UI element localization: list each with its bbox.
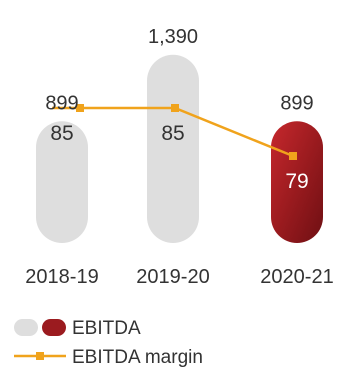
bar-2019-20 bbox=[147, 54, 199, 243]
margin-line-layer bbox=[52, 104, 297, 160]
bar-value-label-2018-19: 899 bbox=[45, 92, 78, 114]
margin-point-2019-20 bbox=[171, 104, 179, 112]
legend-swatch-red bbox=[42, 319, 66, 336]
category-label-2018-19: 2018-19 bbox=[25, 266, 98, 288]
margin-point-2020-21 bbox=[289, 152, 297, 160]
legend-swatch-grey bbox=[14, 319, 38, 336]
category-label-2019-20: 2019-20 bbox=[136, 266, 209, 288]
bars-layer bbox=[36, 54, 323, 243]
legend-ebitda-label: EBITDA bbox=[72, 318, 141, 339]
bar-2018-19 bbox=[36, 121, 88, 243]
legend: EBITDA EBITDA margin bbox=[14, 318, 203, 368]
category-label-2020-21: 2020-21 bbox=[260, 266, 333, 288]
bar-value-label-2019-20: 1,390 bbox=[148, 26, 198, 48]
margin-point-2018-19 bbox=[76, 104, 84, 112]
bar-value-label-2020-21: 899 bbox=[280, 92, 313, 114]
legend-line-marker bbox=[36, 352, 44, 360]
margin-value-label-2020-21: 79 bbox=[285, 170, 308, 193]
margin-value-label-2019-20: 85 bbox=[161, 122, 184, 145]
labels-layer: 899 1,390 899 85 85 79 2018-19 2019-20 2020-21 bbox=[25, 26, 333, 288]
margin-value-label-2018-19: 85 bbox=[50, 122, 73, 145]
legend-margin-label: EBITDA margin bbox=[72, 347, 203, 368]
